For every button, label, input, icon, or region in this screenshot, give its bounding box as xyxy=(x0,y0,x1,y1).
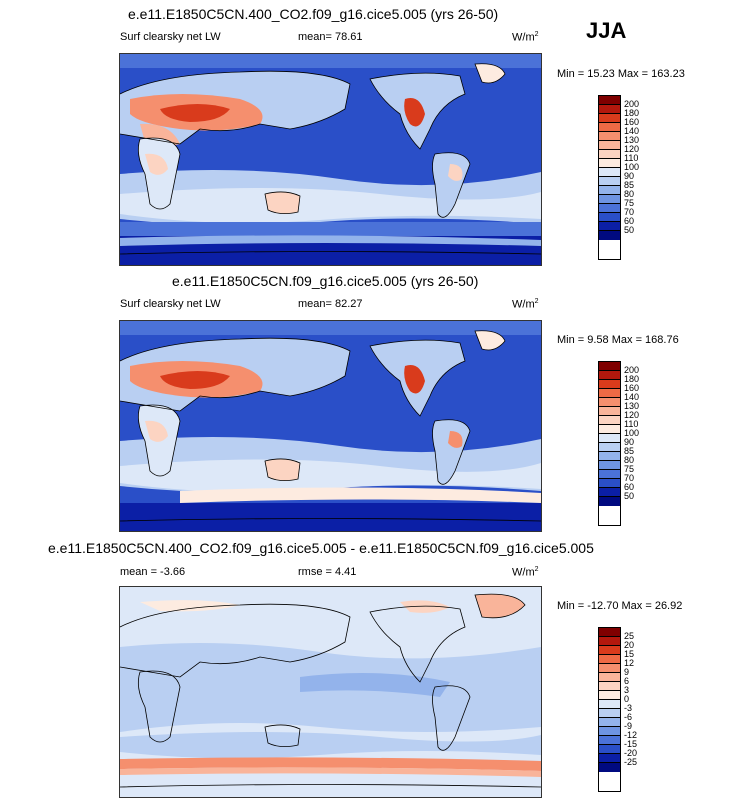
colorbar-tick: 60 xyxy=(624,482,635,492)
colorbar-tick: 70 xyxy=(624,473,635,483)
colorbar-tick: 130 xyxy=(624,401,640,411)
colorbar-tick: -12 xyxy=(624,730,638,740)
colorbar-tick: 130 xyxy=(624,135,640,145)
colorbar-tick: 12 xyxy=(624,658,635,668)
panel2-minmax: Min = 9.58 Max = 168.76 xyxy=(557,334,679,346)
panel1-units-exp: 2 xyxy=(534,31,539,38)
colorbar-tick: 85 xyxy=(624,446,635,456)
panel3-rmse: rmse = 4.41 xyxy=(298,566,357,578)
panel2-colorbar-ticks: 200 180 160 140 130 120 110 100 90 85 80… xyxy=(624,366,639,501)
panel1-variable-label: Surf clearsky net LW xyxy=(120,31,221,43)
panel2-mean: mean= 82.27 xyxy=(298,298,363,310)
panel1-units-text: W/m xyxy=(512,31,535,44)
panel2-variable-label: Surf clearsky net LW xyxy=(120,298,221,310)
colorbar-tick: 110 xyxy=(624,419,639,429)
colorbar-tick: 70 xyxy=(624,207,635,217)
panel3-minmax: Min = -12.70 Max = 26.92 xyxy=(557,600,683,612)
colorbar-tick: -3 xyxy=(624,703,633,713)
panel3-units-text: W/m xyxy=(512,566,535,579)
panel2-map-graphic xyxy=(120,321,541,531)
colorbar-tick: 180 xyxy=(624,108,640,118)
colorbar-tick: 50 xyxy=(624,225,635,235)
panel3-colorbar-ticks: 25 20 15 12 9 6 3 0 -3 -6 -9 -12 -15 -20… xyxy=(624,632,637,767)
panel2-mean-value: 82.27 xyxy=(335,298,363,310)
colorbar-tick: 90 xyxy=(624,171,635,181)
panel1-mean-value: 78.61 xyxy=(335,31,363,43)
colorbar-tick: 25 xyxy=(624,631,635,641)
colorbar-tick: 100 xyxy=(624,428,640,438)
panel2-units-text: W/m xyxy=(512,298,535,311)
colorbar-tick: 50 xyxy=(624,491,635,501)
panel2-units-exp: 2 xyxy=(534,298,539,305)
colorbar-tick: 160 xyxy=(624,383,640,393)
colorbar-tick: 120 xyxy=(624,410,640,420)
panel3-units: W/m2 xyxy=(512,566,539,579)
colorbar-tick: -9 xyxy=(624,721,633,731)
panel1-units: W/m2 xyxy=(512,31,539,44)
colorbar-tick: 75 xyxy=(624,198,635,208)
colorbar-tick: 80 xyxy=(624,455,635,465)
panel1-minmax: Min = 15.23 Max = 163.23 xyxy=(557,68,685,80)
panel1-colorbar xyxy=(598,95,621,260)
colorbar-tick: -15 xyxy=(624,739,638,749)
colorbar-tick: 3 xyxy=(624,685,630,695)
season-label: JJA xyxy=(586,18,627,43)
panel1-title: e.e11.E1850C5CN.400_CO2.f09_g16.cice5.00… xyxy=(128,6,499,22)
colorbar-tick: 75 xyxy=(624,464,635,474)
panel1-colorbar-ticks: 200 180 160 140 130 120 110 100 90 85 80… xyxy=(624,100,639,235)
colorbar-tick: 90 xyxy=(624,437,635,447)
panel2-map xyxy=(119,320,542,532)
panel1-mean-label: mean= xyxy=(298,31,332,43)
panel3-mean: mean = -3.66 xyxy=(120,566,186,578)
colorbar-tick: 140 xyxy=(624,392,640,402)
colorbar-tick: 0 xyxy=(624,694,630,704)
colorbar-tick: 120 xyxy=(624,144,640,154)
colorbar-tick: -20 xyxy=(624,748,638,758)
panel1-mean: mean= 78.61 xyxy=(298,31,363,43)
colorbar-tick: 9 xyxy=(624,667,630,677)
panel3-map-graphic xyxy=(120,587,541,797)
colorbar-tick: 80 xyxy=(624,189,635,199)
colorbar-tick: 85 xyxy=(624,180,635,190)
panel1-map-graphic xyxy=(120,54,541,265)
colorbar-tick: -25 xyxy=(624,757,638,767)
panel3-map xyxy=(119,586,542,798)
colorbar-tick: 140 xyxy=(624,126,640,136)
colorbar-tick: 200 xyxy=(624,99,640,109)
panel2-colorbar xyxy=(598,361,621,526)
colorbar-tick: 110 xyxy=(624,153,639,163)
colorbar-tick: 6 xyxy=(624,676,630,686)
panel3-units-exp: 2 xyxy=(534,566,539,573)
colorbar-tick: 100 xyxy=(624,162,640,172)
panel2-units: W/m2 xyxy=(512,298,539,311)
panel2-title: e.e11.E1850C5CN.f09_g16.cice5.005 (yrs 2… xyxy=(172,273,479,289)
colorbar-tick: 20 xyxy=(624,640,635,650)
colorbar-tick: 15 xyxy=(624,649,635,659)
colorbar-tick: 160 xyxy=(624,117,640,127)
colorbar-tick: -6 xyxy=(624,712,633,722)
colorbar-tick: 200 xyxy=(624,365,640,375)
panel3-colorbar xyxy=(598,627,621,792)
panel1-map xyxy=(119,53,542,266)
panel3-title: e.e11.E1850C5CN.400_CO2.f09_g16.cice5.00… xyxy=(48,540,594,556)
panel2-mean-label: mean= xyxy=(298,298,332,310)
colorbar-tick: 60 xyxy=(624,216,635,226)
colorbar-tick: 180 xyxy=(624,374,640,384)
